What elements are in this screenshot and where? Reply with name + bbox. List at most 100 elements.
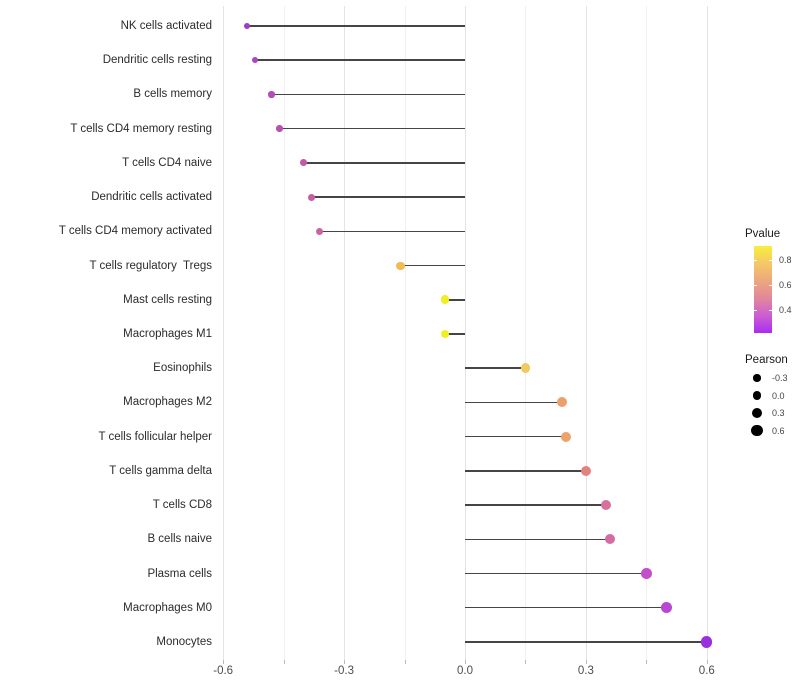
- lollipop-point: [580, 465, 591, 476]
- lollipop-stem: [247, 25, 465, 27]
- x-axis-tick: [525, 660, 527, 664]
- x-axis-tick-label: 0.3: [577, 665, 594, 677]
- category-label: Eosinophils: [153, 362, 212, 375]
- pvalue-legend-tick: [754, 310, 757, 311]
- x-axis-tick: [344, 660, 346, 664]
- category-label: T cells regulatory Tregs: [89, 259, 212, 272]
- lollipop-point: [308, 193, 316, 201]
- pearson-legend-title: Pearson: [745, 354, 788, 366]
- grid-major-line: [585, 6, 587, 660]
- x-axis-tick-label: 0.0: [457, 665, 473, 677]
- category-label: Macrophages M0: [123, 601, 212, 614]
- pearson-legend-dot: [752, 391, 762, 400]
- lollipop-point: [440, 329, 450, 339]
- pvalue-legend-tick-label: 0.4: [779, 305, 792, 315]
- lollipop-point: [276, 125, 283, 132]
- lollipop-point: [300, 159, 308, 167]
- lollipop-point: [600, 499, 612, 511]
- pvalue-legend-tick: [754, 285, 757, 286]
- x-axis-tick: [706, 660, 708, 664]
- pvalue-legend-tick: [769, 310, 772, 311]
- pearson-legend-label: 0.6: [772, 425, 785, 436]
- grid-major-line: [706, 6, 708, 660]
- x-axis-tick: [283, 660, 285, 664]
- lollipop-stem: [465, 401, 562, 404]
- x-axis-tick-label: -0.6: [213, 665, 234, 677]
- lollipop-stem: [400, 264, 465, 267]
- pearson-legend-dot: [751, 424, 763, 437]
- lollipop-point: [316, 227, 324, 235]
- category-label: Macrophages M2: [123, 396, 212, 409]
- category-label: B cells memory: [133, 88, 212, 101]
- lollipop-point: [440, 295, 450, 305]
- lollipop-stem: [465, 641, 707, 643]
- pearson-legend-label: -0.3: [772, 373, 788, 383]
- pvalue-legend-tick: [769, 285, 772, 286]
- lollipop-point: [252, 57, 259, 64]
- x-axis-tick: [646, 660, 648, 664]
- category-label: Plasma cells: [147, 567, 212, 580]
- lollipop-stem: [444, 299, 465, 301]
- category-label: T cells follicular helper: [98, 430, 212, 443]
- pvalue-gradient-bar: [754, 246, 772, 333]
- lollipop-stem: [271, 93, 465, 96]
- grid-major-line: [465, 6, 466, 660]
- x-axis-tick-label: -0.3: [334, 665, 354, 677]
- pvalue-legend-tick-label: 0.8: [779, 255, 792, 265]
- lollipop-stem: [465, 435, 566, 438]
- pearson-legend-label: 0.0: [772, 390, 785, 401]
- grid-major-line: [344, 6, 346, 660]
- lollipop-point: [520, 363, 531, 373]
- lollipop-point: [556, 397, 567, 408]
- lollipop-stem: [465, 470, 586, 472]
- category-label: B cells naive: [147, 533, 212, 546]
- category-label: T cells CD4 memory resting: [70, 122, 212, 135]
- category-label: NK cells activated: [120, 20, 212, 32]
- lollipop-point: [661, 602, 672, 614]
- x-axis-tick: [465, 660, 466, 664]
- pearson-legend-dot: [753, 374, 761, 382]
- lollipop-point: [701, 636, 713, 648]
- lollipop-point: [244, 23, 251, 29]
- lollipop-stem: [303, 162, 465, 164]
- category-label: T cells CD4 memory activated: [58, 225, 212, 238]
- pvalue-legend-title: Pvalue: [745, 228, 781, 240]
- lollipop-stem: [279, 127, 465, 130]
- category-label: Monocytes: [156, 635, 212, 648]
- lollipop-stem: [465, 538, 611, 541]
- pearson-legend-label: 0.3: [772, 408, 785, 418]
- lollipop-stem: [444, 333, 465, 335]
- grid-minor-line: [404, 6, 406, 660]
- lollipop-point: [560, 431, 571, 442]
- x-axis-tick: [585, 660, 587, 664]
- lollipop-point: [604, 534, 616, 545]
- grid-major-line: [223, 6, 225, 660]
- pearson-legend-dot: [751, 407, 763, 419]
- lollipop-stem: [465, 367, 526, 369]
- lollipop-stem: [311, 196, 465, 198]
- lollipop-stem: [319, 230, 465, 233]
- plot-panel: [214, 6, 737, 660]
- lollipop-stem: [465, 606, 667, 609]
- lollipop-stem: [465, 504, 607, 506]
- lollipop-point: [268, 91, 275, 98]
- category-label: Mast cells resting: [123, 293, 212, 306]
- category-label: T cells CD8: [152, 499, 212, 512]
- category-label: T cells gamma delta: [109, 464, 212, 477]
- category-label: Dendritic cells activated: [91, 191, 212, 204]
- x-axis-tick: [404, 660, 406, 664]
- pvalue-legend-tick-label: 0.6: [779, 280, 792, 290]
- x-axis-tick-label: 0.6: [698, 665, 715, 677]
- grid-minor-line: [646, 6, 648, 660]
- lollipop-point: [641, 568, 652, 579]
- category-label: Dendritic cells resting: [102, 54, 212, 67]
- category-label: T cells CD4 naive: [122, 156, 212, 169]
- pvalue-legend-tick: [769, 260, 772, 261]
- pvalue-legend-tick: [754, 260, 757, 261]
- x-axis-tick: [223, 660, 225, 664]
- grid-minor-line: [525, 6, 527, 660]
- lollipop-stem: [465, 572, 647, 575]
- grid-minor-line: [283, 6, 285, 660]
- lollipop-point: [396, 261, 405, 270]
